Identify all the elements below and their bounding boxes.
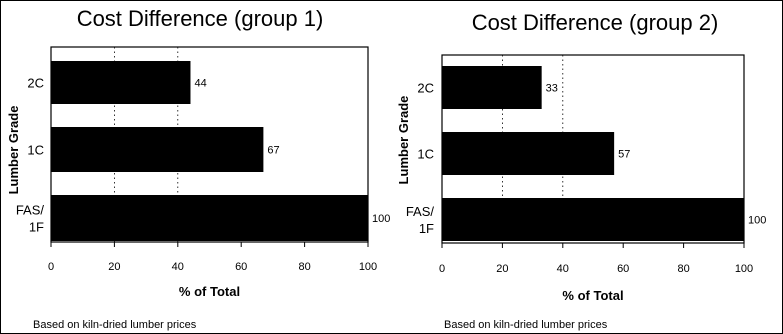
chart-2: Cost Difference (group 2) 33 2C 57 1C 100 FAS/… — [396, 10, 766, 331]
bar-fas1f — [442, 198, 744, 241]
category-label: 1F — [419, 221, 434, 236]
x-tick-label: 100 — [359, 261, 377, 273]
x-axis-label: % of Total — [562, 288, 623, 303]
category-label: 1C — [417, 147, 434, 162]
x-axis-label: % of Total — [179, 284, 240, 299]
data-label: 33 — [546, 83, 558, 95]
category-label: 2C — [27, 76, 44, 91]
chart-1: Cost Difference (group 1) 44 2C 67 1C 100 FAS/… — [6, 6, 390, 331]
bar-1c — [51, 127, 264, 172]
x-tick-label: 60 — [617, 263, 629, 275]
bar-1c — [442, 132, 615, 175]
footnote: Based on kiln-dried lumber prices — [444, 319, 608, 331]
data-label: 67 — [267, 145, 279, 157]
x-tick-label: 40 — [172, 261, 184, 273]
x-tick-label: 0 — [439, 263, 445, 275]
x-tick-label: 80 — [677, 263, 689, 275]
data-label: 100 — [372, 213, 390, 225]
chart-title: Cost Difference (group 2) — [472, 10, 719, 35]
x-tick-label: 40 — [557, 263, 569, 275]
category-label: FAS/ — [406, 204, 435, 219]
category-label: 2C — [417, 81, 434, 96]
x-tick-label: 20 — [496, 263, 508, 275]
category-label: FAS/ — [16, 203, 45, 218]
y-axis-label: Lumber Grade — [396, 96, 411, 185]
category-label: 1F — [29, 220, 44, 235]
x-tick-label: 80 — [298, 261, 310, 273]
x-tick-label: 0 — [48, 261, 54, 273]
y-axis-label: Lumber Grade — [6, 106, 21, 195]
data-label: 100 — [748, 215, 766, 227]
chart-title: Cost Difference (group 1) — [77, 6, 324, 31]
data-label: 57 — [618, 149, 630, 161]
category-label: 1C — [27, 143, 44, 158]
data-label: 44 — [194, 78, 206, 90]
bar-2c — [442, 66, 542, 109]
x-tick-label: 100 — [735, 263, 753, 275]
x-tick-label: 60 — [235, 261, 247, 273]
bar-2c — [51, 61, 191, 104]
bar-fas1f — [51, 195, 368, 241]
x-tick-label: 20 — [108, 261, 120, 273]
footnote: Based on kiln-dried lumber prices — [33, 319, 197, 331]
